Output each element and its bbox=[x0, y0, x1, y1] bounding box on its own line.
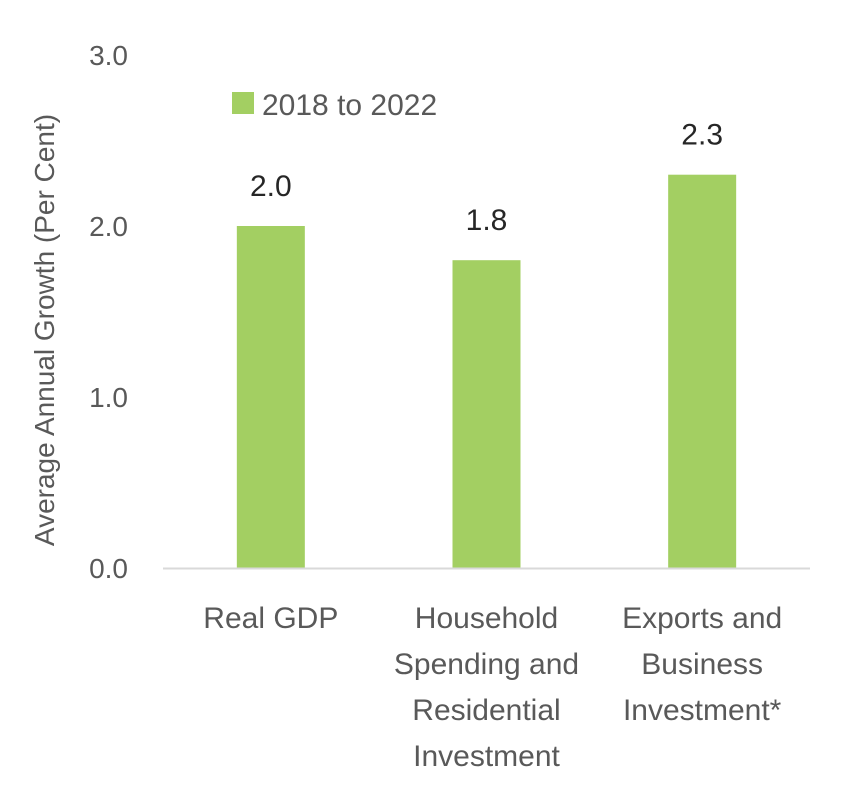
data-label: 2.3 bbox=[681, 119, 723, 152]
y-axis-label: Average Annual Growth (Per Cent) bbox=[29, 114, 60, 546]
y-tick-label: 3.0 bbox=[89, 40, 128, 71]
data-labels: 2.0 1.8 2.3 bbox=[250, 119, 723, 238]
legend-swatch bbox=[232, 92, 254, 114]
category-label: Household Spending and Residential Investme… bbox=[394, 602, 579, 773]
y-axis-ticks: 0.0 1.0 2.0 3.0 bbox=[89, 40, 128, 584]
bar bbox=[236, 226, 305, 568]
bars bbox=[236, 174, 737, 568]
data-label: 2.0 bbox=[250, 170, 292, 203]
category-label: Exports and Business Investment* bbox=[622, 602, 782, 727]
category-label: Real GDP bbox=[203, 602, 338, 635]
y-tick-label: 0.0 bbox=[89, 553, 128, 584]
category-labels: Real GDP Household Spending and Residential… bbox=[203, 602, 782, 773]
bar bbox=[668, 174, 737, 568]
legend: 2018 to 2022 bbox=[232, 89, 437, 122]
y-tick-label: 1.0 bbox=[89, 382, 128, 413]
legend-label: 2018 to 2022 bbox=[262, 89, 437, 122]
data-label: 1.8 bbox=[466, 204, 508, 237]
bar bbox=[452, 260, 521, 568]
y-tick-label: 2.0 bbox=[89, 211, 128, 242]
